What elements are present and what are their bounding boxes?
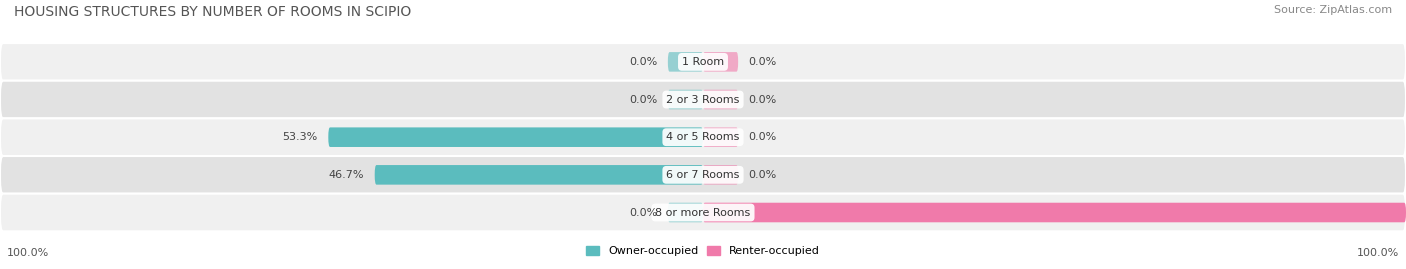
Text: 2 or 3 Rooms: 2 or 3 Rooms <box>666 94 740 105</box>
Text: 100.0%: 100.0% <box>1357 248 1399 258</box>
FancyBboxPatch shape <box>668 90 703 109</box>
FancyBboxPatch shape <box>668 52 703 72</box>
FancyBboxPatch shape <box>703 52 738 72</box>
Text: 0.0%: 0.0% <box>749 170 778 180</box>
FancyBboxPatch shape <box>703 165 738 185</box>
Text: 8 or more Rooms: 8 or more Rooms <box>655 207 751 218</box>
Text: 0.0%: 0.0% <box>749 94 778 105</box>
FancyBboxPatch shape <box>703 128 738 147</box>
Text: HOUSING STRUCTURES BY NUMBER OF ROOMS IN SCIPIO: HOUSING STRUCTURES BY NUMBER OF ROOMS IN… <box>14 5 412 19</box>
Text: 0.0%: 0.0% <box>749 132 778 142</box>
FancyBboxPatch shape <box>0 81 1406 118</box>
FancyBboxPatch shape <box>329 128 703 147</box>
FancyBboxPatch shape <box>0 118 1406 156</box>
Text: 53.3%: 53.3% <box>283 132 318 142</box>
FancyBboxPatch shape <box>0 43 1406 81</box>
FancyBboxPatch shape <box>0 194 1406 231</box>
Text: 4 or 5 Rooms: 4 or 5 Rooms <box>666 132 740 142</box>
Legend: Owner-occupied, Renter-occupied: Owner-occupied, Renter-occupied <box>581 242 825 261</box>
FancyBboxPatch shape <box>668 203 703 222</box>
Text: 0.0%: 0.0% <box>628 57 657 67</box>
FancyBboxPatch shape <box>0 156 1406 194</box>
Text: 1 Room: 1 Room <box>682 57 724 67</box>
Text: 6 or 7 Rooms: 6 or 7 Rooms <box>666 170 740 180</box>
FancyBboxPatch shape <box>703 90 738 109</box>
FancyBboxPatch shape <box>374 165 703 185</box>
Text: 0.0%: 0.0% <box>628 94 657 105</box>
FancyBboxPatch shape <box>703 203 1406 222</box>
Text: 46.7%: 46.7% <box>329 170 364 180</box>
Text: 0.0%: 0.0% <box>628 207 657 218</box>
Text: Source: ZipAtlas.com: Source: ZipAtlas.com <box>1274 5 1392 15</box>
Text: 100.0%: 100.0% <box>7 248 49 258</box>
Text: 0.0%: 0.0% <box>749 57 778 67</box>
